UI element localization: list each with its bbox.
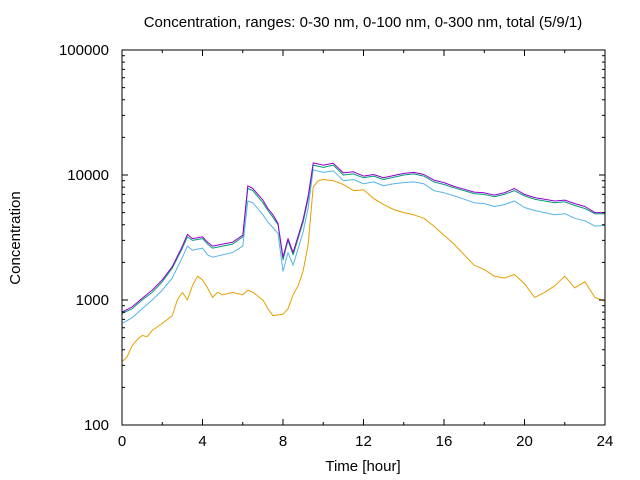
x-tick-label: 16 [436,433,453,450]
x-tick-label: 20 [516,433,533,450]
y-axis-label: Concentration [7,191,24,284]
y-tick-label: 1000 [76,292,109,309]
y-tick-label: 100000 [59,42,109,59]
x-tick-label: 0 [118,433,126,450]
series-line-2 [121,169,606,324]
series-layer [121,162,606,363]
x-tick-label: 8 [279,433,287,450]
series-line-3 [121,164,605,314]
series-line-1 [121,179,606,363]
tick-layer: 0 4 8 12 16 20 24 100 1000 10000 100000 [59,42,613,450]
chart-title: Concentration, ranges: 0-30 nm, 0-100 nm… [144,14,583,31]
x-axis-label: Time [hour] [325,458,400,475]
series-line-4 [121,162,605,313]
x-tick-label: 12 [355,433,372,450]
x-tick-label: 24 [597,433,614,450]
x-tick-label: 4 [198,433,206,450]
y-tick-label: 100 [84,417,109,434]
y-tick-label: 10000 [67,167,109,184]
